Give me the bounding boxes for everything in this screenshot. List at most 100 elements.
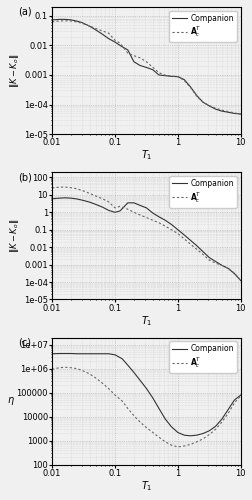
X-axis label: $T_1$: $T_1$: [140, 480, 152, 493]
Companion: [138, 378, 141, 384]
Companion: [94, 351, 97, 357]
Companion: [201, 430, 204, 436]
Companion: [201, 99, 204, 105]
$A_c^T$: [63, 364, 66, 370]
Line: Companion: Companion: [52, 20, 240, 114]
Companion: [157, 72, 160, 78]
$A_c^T$: [182, 78, 185, 84]
$A_c^T$: [144, 424, 147, 430]
$A_c^T$: [113, 37, 116, 43]
Companion: [126, 362, 129, 368]
Companion: [113, 210, 116, 216]
$A_c^T$: [94, 26, 97, 32]
Companion: [182, 76, 185, 82]
Companion: [232, 397, 235, 403]
$A_c^T$: [176, 444, 179, 450]
$A_c^T$: [132, 52, 135, 59]
Companion: [163, 218, 166, 224]
Companion: [232, 110, 235, 116]
Line: Companion: Companion: [52, 354, 240, 436]
Companion: [113, 39, 116, 45]
$A_c^T$: [188, 442, 191, 448]
$A_c^T$: [118, 204, 121, 210]
$A_c^T$: [201, 99, 204, 105]
$A_c^T$: [132, 412, 135, 418]
$A_c^T$: [151, 218, 154, 224]
$A_c^T$: [213, 260, 216, 266]
$A_c^T$: [169, 226, 172, 232]
Companion: [118, 208, 121, 214]
Companion: [88, 351, 91, 357]
Companion: [169, 74, 172, 80]
Text: (c): (c): [18, 338, 31, 347]
Legend: Companion, $\mathbf{A}_c^T$: Companion, $\mathbf{A}_c^T$: [168, 11, 236, 42]
Companion: [107, 208, 110, 214]
$A_c^T$: [232, 110, 235, 116]
$A_c^T$: [207, 432, 210, 438]
$A_c^T$: [195, 439, 198, 445]
Companion: [75, 18, 78, 24]
Companion: [144, 386, 147, 392]
$A_c^T$: [226, 410, 229, 416]
Companion: [144, 64, 147, 70]
Companion: [69, 350, 72, 356]
Companion: [238, 392, 241, 398]
$A_c^T$: [63, 184, 66, 190]
Companion: [238, 111, 241, 117]
$A_c^T$: [113, 205, 116, 211]
Companion: [157, 406, 160, 411]
Companion: [57, 195, 60, 201]
Companion: [101, 204, 104, 210]
Companion: [75, 196, 78, 202]
Companion: [188, 84, 191, 90]
Companion: [94, 27, 97, 33]
$A_c^T$: [226, 108, 229, 114]
Companion: [188, 237, 191, 243]
$A_c^T$: [75, 19, 78, 25]
$A_c^T$: [118, 40, 121, 46]
Companion: [201, 248, 204, 254]
$A_c^T$: [195, 94, 198, 100]
Companion: [120, 356, 123, 362]
$A_c^T$: [151, 430, 154, 436]
$A_c^T$: [126, 206, 129, 212]
Companion: [63, 195, 66, 201]
$A_c^T$: [151, 64, 154, 70]
Companion: [219, 262, 223, 268]
$A_c^T$: [94, 193, 97, 199]
$A_c^T$: [75, 186, 78, 192]
Companion: [219, 108, 223, 114]
$A_c^T$: [50, 185, 53, 191]
Companion: [69, 17, 72, 23]
Companion: [176, 74, 179, 80]
$A_c^T$: [138, 212, 141, 218]
Companion: [107, 351, 110, 357]
Companion: [219, 416, 223, 422]
Companion: [75, 351, 78, 357]
$A_c^T$: [219, 107, 223, 113]
Y-axis label: $\Vert K - K_o \Vert$: $\Vert K - K_o \Vert$: [8, 54, 21, 88]
Companion: [188, 433, 191, 439]
$A_c^T$: [226, 266, 229, 272]
$A_c^T$: [57, 364, 60, 370]
Companion: [213, 258, 216, 264]
Companion: [207, 428, 210, 434]
Legend: Companion, $\mathbf{A}_c^T$: Companion, $\mathbf{A}_c^T$: [168, 342, 236, 373]
$A_c^T$: [157, 220, 160, 226]
$A_c^T$: [80, 20, 83, 26]
$A_c^T$: [88, 190, 91, 196]
$A_c^T$: [69, 184, 72, 190]
$A_c^T$: [232, 400, 235, 406]
$A_c^T$: [69, 364, 72, 370]
$A_c^T$: [188, 84, 191, 90]
Companion: [57, 350, 60, 356]
Companion: [182, 232, 185, 238]
Companion: [132, 200, 135, 206]
Companion: [226, 406, 229, 412]
$A_c^T$: [126, 406, 129, 411]
Line: $A_c^T$: $A_c^T$: [52, 187, 240, 280]
$A_c^T$: [182, 236, 185, 242]
Companion: [50, 196, 53, 202]
Companion: [157, 214, 160, 220]
$A_c^T$: [101, 380, 104, 386]
